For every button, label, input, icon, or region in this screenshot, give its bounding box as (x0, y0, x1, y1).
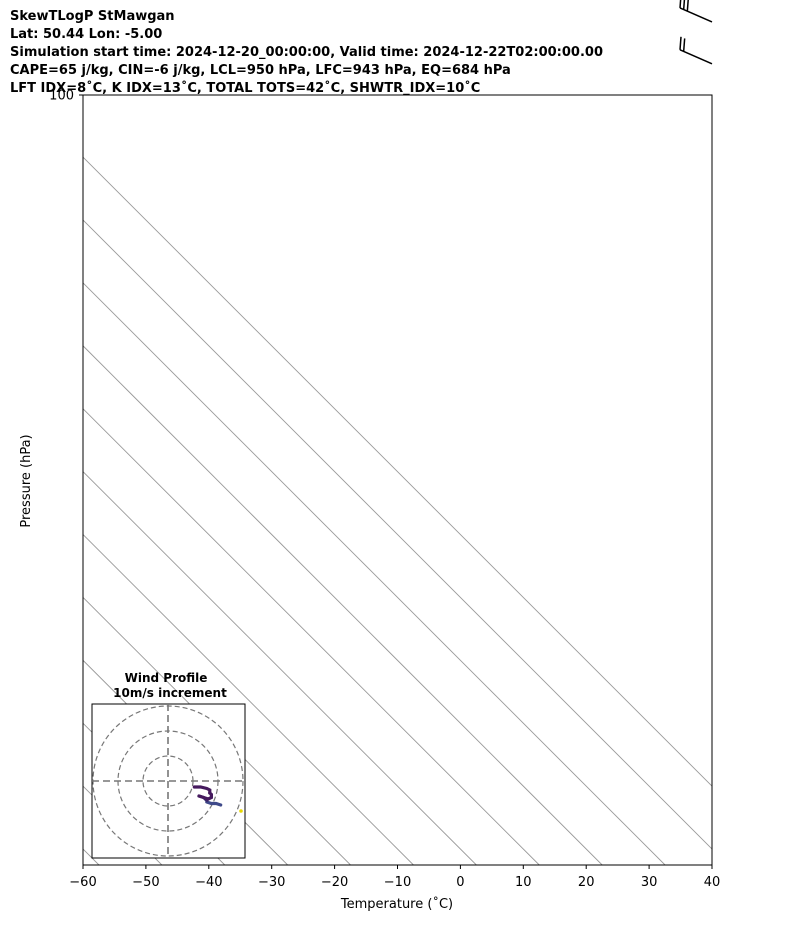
moist-adiabat (0, 0, 539, 95)
time-line: Simulation start time: 2024-12-20_00:00:… (10, 45, 603, 60)
x-axis-label: Temperature (˚C) (340, 896, 453, 912)
dry-adiabat (0, 0, 794, 95)
isotherm-line (83, 533, 414, 865)
dry-adiabat (0, 0, 794, 95)
moist-adiabat (0, 0, 602, 95)
x-tick-label: −10 (384, 875, 411, 890)
hodograph-trace (205, 800, 223, 807)
wind-profile-inset: Wind Profile 10m/s increment (91, 671, 246, 859)
dry-adiabat (0, 0, 372, 95)
dry-adiabat (0, 0, 794, 95)
indices-line-1: CAPE=65 j/kg, CIN=-6 j/kg, LCL=950 hPa, … (10, 63, 511, 78)
y-tick-label: 100 (49, 89, 74, 104)
dry-adiabat (0, 0, 794, 95)
dry-adiabat (0, 0, 794, 95)
dry-adiabat (0, 0, 794, 95)
background-lines (0, 0, 794, 865)
moist-adiabat (0, 0, 508, 95)
barb-full (686, 0, 689, 12)
isotherm-line (83, 156, 712, 787)
x-tick-label: 30 (641, 875, 658, 890)
barb-shaft (679, 7, 713, 23)
hodograph-trace (192, 785, 212, 795)
barb-full (679, 36, 682, 50)
chart-header: SkewTLogP StMawgan Lat: 50.44 Lon: -5.00… (10, 8, 603, 98)
moist-adiabat (0, 0, 571, 95)
isotherm-line (83, 345, 603, 865)
dry-adiabat (0, 0, 794, 95)
dry-adiabat (0, 0, 794, 95)
x-tick-label: 20 (578, 875, 595, 890)
inset-title: Wind Profile (125, 671, 208, 685)
temperature-line (0, 0, 521, 95)
parcel-line (0, 0, 521, 95)
wind-barb (679, 36, 713, 65)
dry-adiabat (0, 0, 755, 95)
barb-shaft (679, 49, 713, 65)
hodograph-trace (197, 791, 213, 801)
moist-adiabat (0, 0, 445, 95)
moist-adiabat (0, 0, 634, 95)
dry-adiabat (0, 0, 794, 95)
dry-adiabat (0, 0, 794, 95)
x-tick-label: 40 (704, 875, 721, 890)
dry-adiabat (0, 0, 794, 95)
dry-adiabat (0, 0, 627, 95)
cape-area (0, 0, 314, 95)
moist-adiabat (0, 0, 414, 95)
x-tick-label: −20 (321, 875, 348, 890)
hodograph-marker (239, 809, 243, 813)
dewpoint-line (0, 0, 499, 95)
moist-adiabat (0, 0, 728, 95)
moist-adiabat (0, 0, 476, 95)
x-tick-label: −60 (69, 875, 96, 890)
dry-adiabat (0, 0, 794, 95)
moist-adiabat (0, 0, 665, 95)
x-tick-label: 0 (456, 875, 464, 890)
isotherm-line (83, 282, 666, 865)
hodograph (92, 704, 245, 858)
moist-adiabat (0, 0, 697, 95)
x-tick-label: 10 (515, 875, 532, 890)
isotherm-line (83, 470, 477, 865)
isotherm-line (83, 408, 540, 865)
x-tick-label: −40 (195, 875, 222, 890)
axes: 1002003004005006007008009001000−60−50−40… (49, 89, 721, 891)
dry-adiabat (0, 0, 794, 95)
isotherm-line (83, 848, 100, 865)
dry-adiabat (0, 0, 244, 95)
chart-title: SkewTLogP StMawgan (10, 9, 175, 24)
wind-barb (679, 0, 713, 23)
barb-full (679, 0, 682, 8)
dry-adiabat (0, 0, 794, 95)
y-axis-label: Pressure (hPa) (19, 434, 34, 527)
dry-adiabat (0, 0, 436, 95)
dry-adiabat (0, 0, 308, 95)
dry-adiabat (0, 0, 794, 95)
wind-barbs (679, 0, 713, 65)
dry-adiabat (0, 0, 794, 95)
x-tick-label: −50 (132, 875, 159, 890)
barb-full (682, 0, 686, 10)
dry-adiabat (0, 0, 794, 95)
indices-line-2: LFT IDX=8˚C, K IDX=13˚C, TOTAL TOTS=42˚C… (10, 81, 481, 96)
dry-adiabat (0, 0, 500, 95)
barb-full (682, 38, 686, 52)
inset-subtitle: 10m/s increment (113, 686, 227, 700)
dry-adiabat (0, 0, 563, 95)
series-layer (0, 0, 521, 95)
location-line: Lat: 50.44 Lon: -5.00 (10, 27, 163, 42)
isotherm-line (83, 219, 712, 850)
dry-adiabat (0, 0, 691, 95)
dry-adiabat (0, 0, 794, 95)
x-tick-label: −30 (258, 875, 285, 890)
dry-adiabat (0, 0, 794, 95)
